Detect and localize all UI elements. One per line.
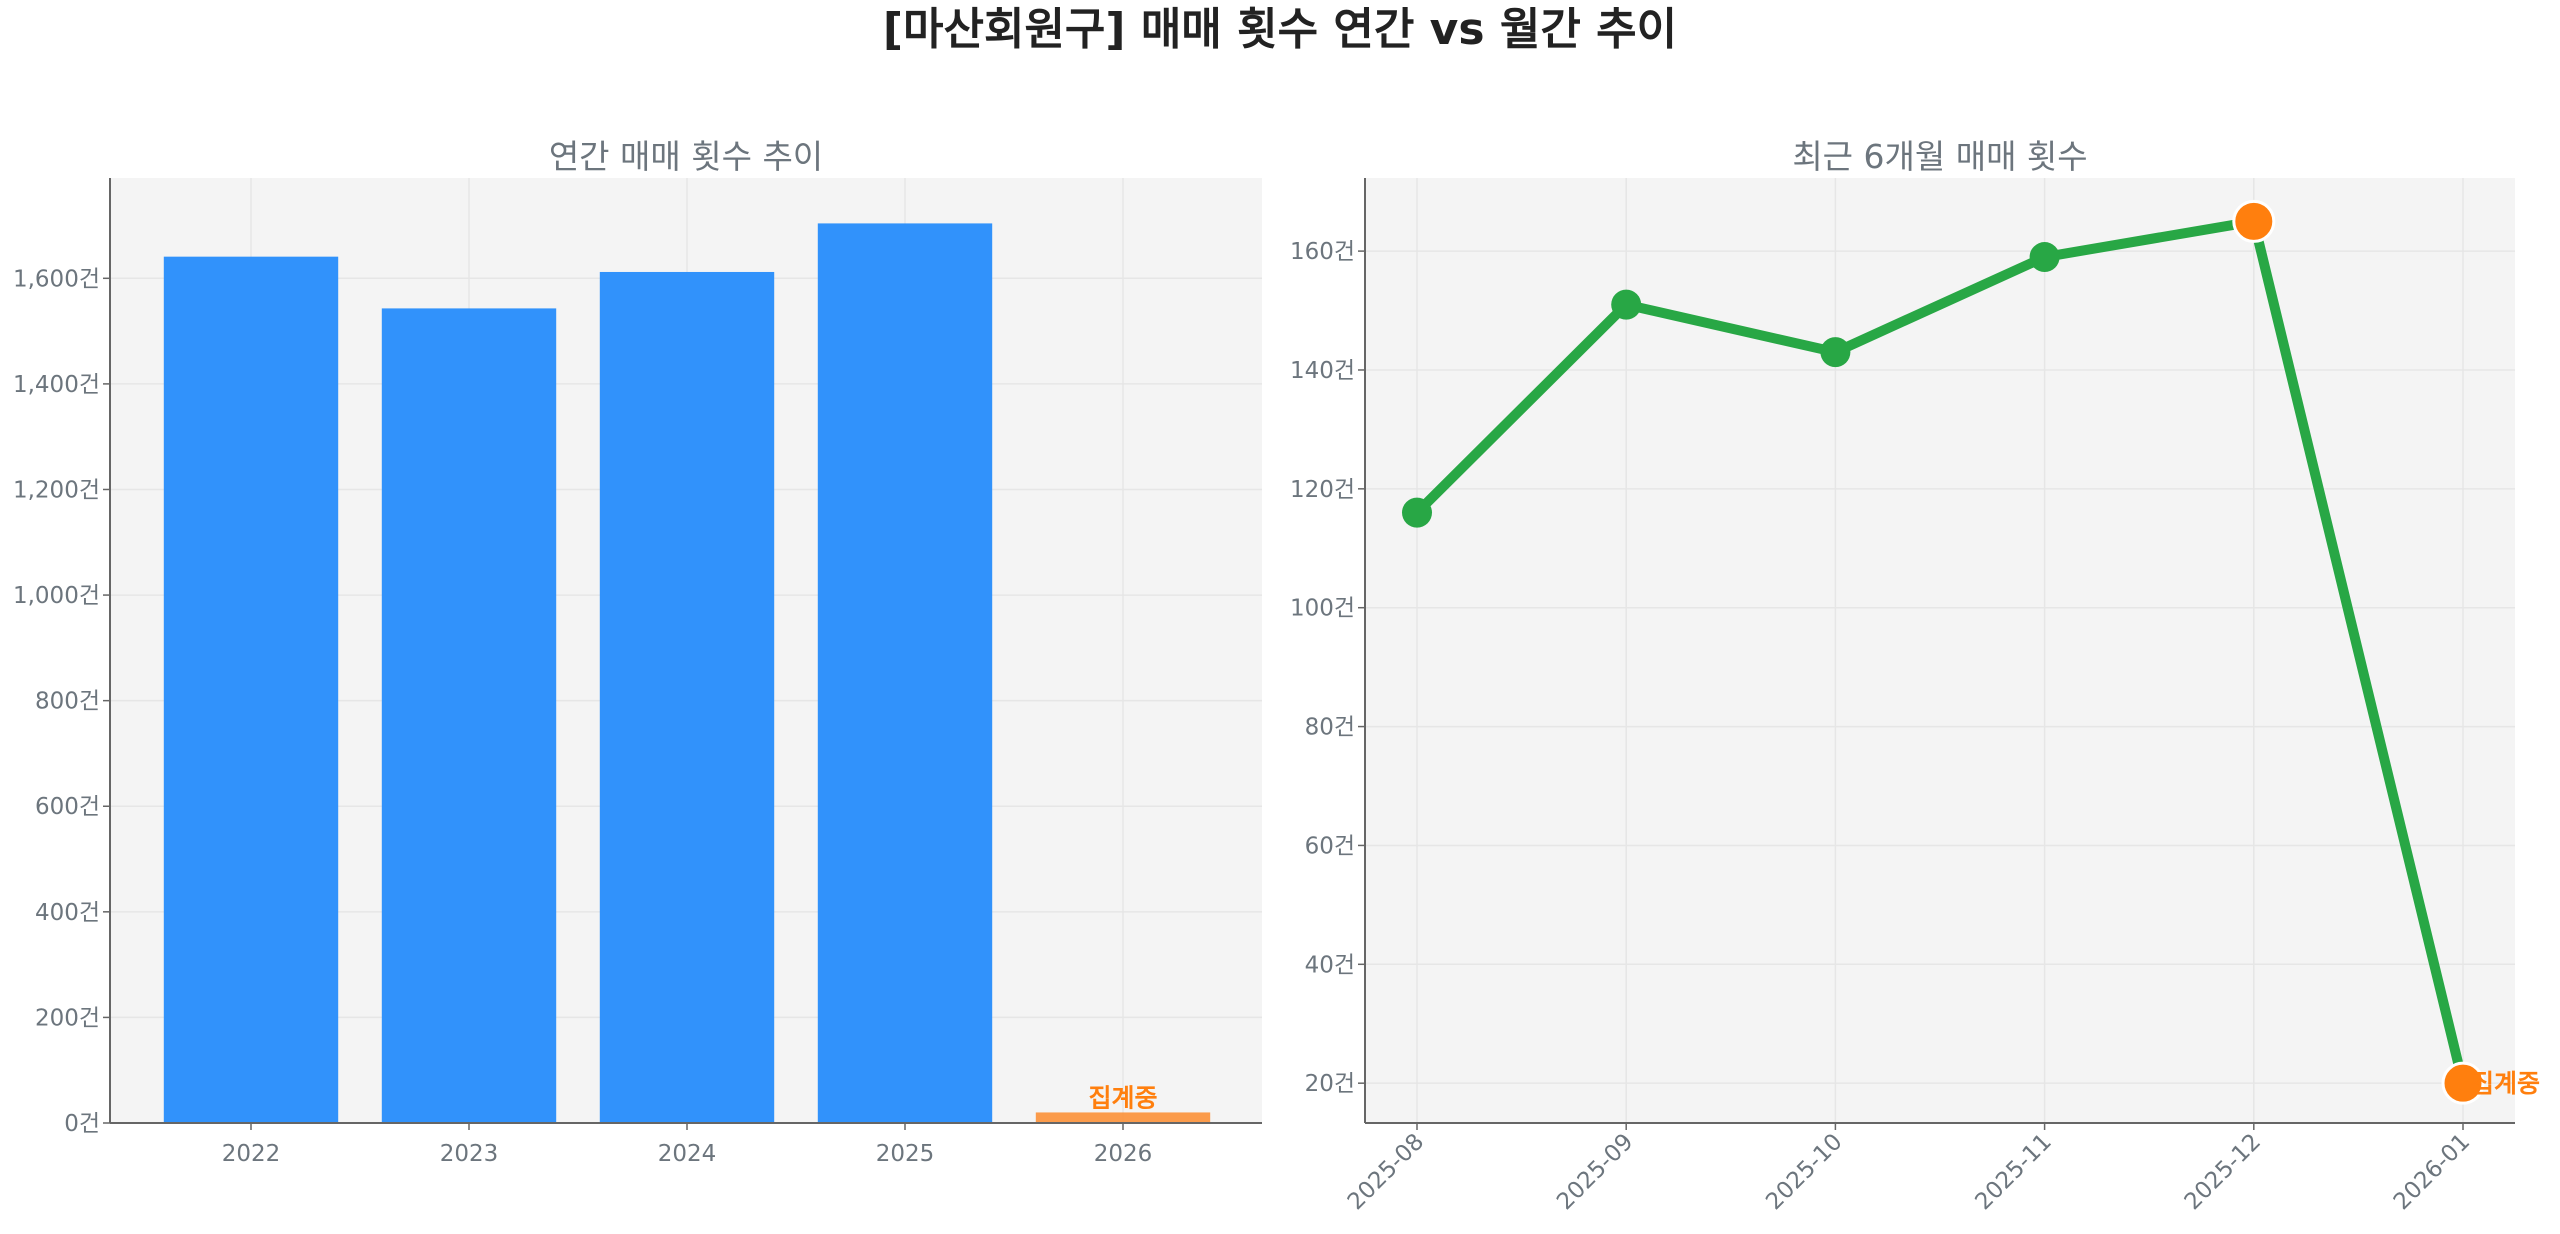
point-2025-10	[1820, 337, 1851, 368]
y-tick-label: 60건	[1305, 833, 1355, 859]
y-tick-label: 1,600건	[13, 266, 100, 292]
in-progress-label: 집계중	[1088, 1083, 1157, 1112]
annual-bar-chart: 0건 200건 400건 600건 800건 1,000건 1,200건 1,400건 1,60…	[13, 178, 1262, 1167]
y-tick-label: 160건	[1290, 239, 1355, 265]
x-tick-label: 2024	[658, 1141, 717, 1167]
right-chart-title: 최근 6개월 매매 횟수	[1792, 137, 2087, 176]
y-tick-label: 0건	[64, 1111, 100, 1137]
y-tick-label: 120건	[1290, 477, 1355, 503]
bar-2024	[599, 271, 775, 1124]
y-tick-label: 100건	[1290, 596, 1355, 622]
point-2026-01	[2441, 1061, 2485, 1105]
bar-2026	[1035, 1112, 1211, 1123]
x-tick-label: 2025-10	[1761, 1129, 1847, 1215]
x-tick-label: 2025-12	[2180, 1129, 2266, 1215]
x-tick-label: 2025-11	[1970, 1129, 2056, 1215]
series-line	[1413, 216, 2468, 1085]
point-2025-08	[1402, 497, 1432, 528]
y-tick-label: 40건	[1305, 952, 1355, 978]
bar-2022	[163, 256, 339, 1124]
y-tick-label: 400건	[35, 900, 100, 926]
in-progress-label: 집계중	[2471, 1069, 2540, 1098]
y-tick-label: 600건	[35, 794, 100, 820]
x-tick-label: 2025-09	[1552, 1129, 1638, 1215]
y-tick-label: 80건	[1305, 715, 1355, 741]
x-tick-label: 2025-08	[1343, 1129, 1429, 1215]
point-2025-11	[2029, 242, 2060, 273]
x-tick-label: 2022	[222, 1141, 281, 1167]
y-tick-label: 140건	[1290, 358, 1355, 384]
y-tick-label: 1,200건	[13, 477, 100, 503]
x-tick-label: 2026-01	[2389, 1129, 2475, 1215]
left-chart-title: 연간 매매 횟수 추이	[549, 137, 823, 176]
y-tick-label: 1,000건	[13, 583, 100, 609]
bar-2025	[817, 223, 993, 1124]
point-2025-12	[2232, 199, 2276, 243]
point-2025-09	[1611, 289, 1642, 320]
y-tick-label: 200건	[35, 1005, 100, 1031]
x-tick-label: 2026	[1094, 1141, 1153, 1167]
y-tick-label: 20건	[1305, 1071, 1355, 1097]
y-tick-label: 800건	[35, 689, 100, 715]
x-tick-label: 2023	[440, 1141, 499, 1167]
monthly-line-chart: 20건 40건 60건 80건 100건 120건 140건 160건 2025-08 2025-…	[1290, 178, 2540, 1215]
y-tick-label: 1,400건	[13, 372, 100, 398]
figure-title: [마산회원구] 매매 횟수 연간 vs 월간 추이	[883, 4, 1677, 55]
plot-area	[1365, 178, 2515, 1123]
bar-2023	[381, 308, 557, 1124]
x-tick-label: 2025	[876, 1141, 935, 1167]
